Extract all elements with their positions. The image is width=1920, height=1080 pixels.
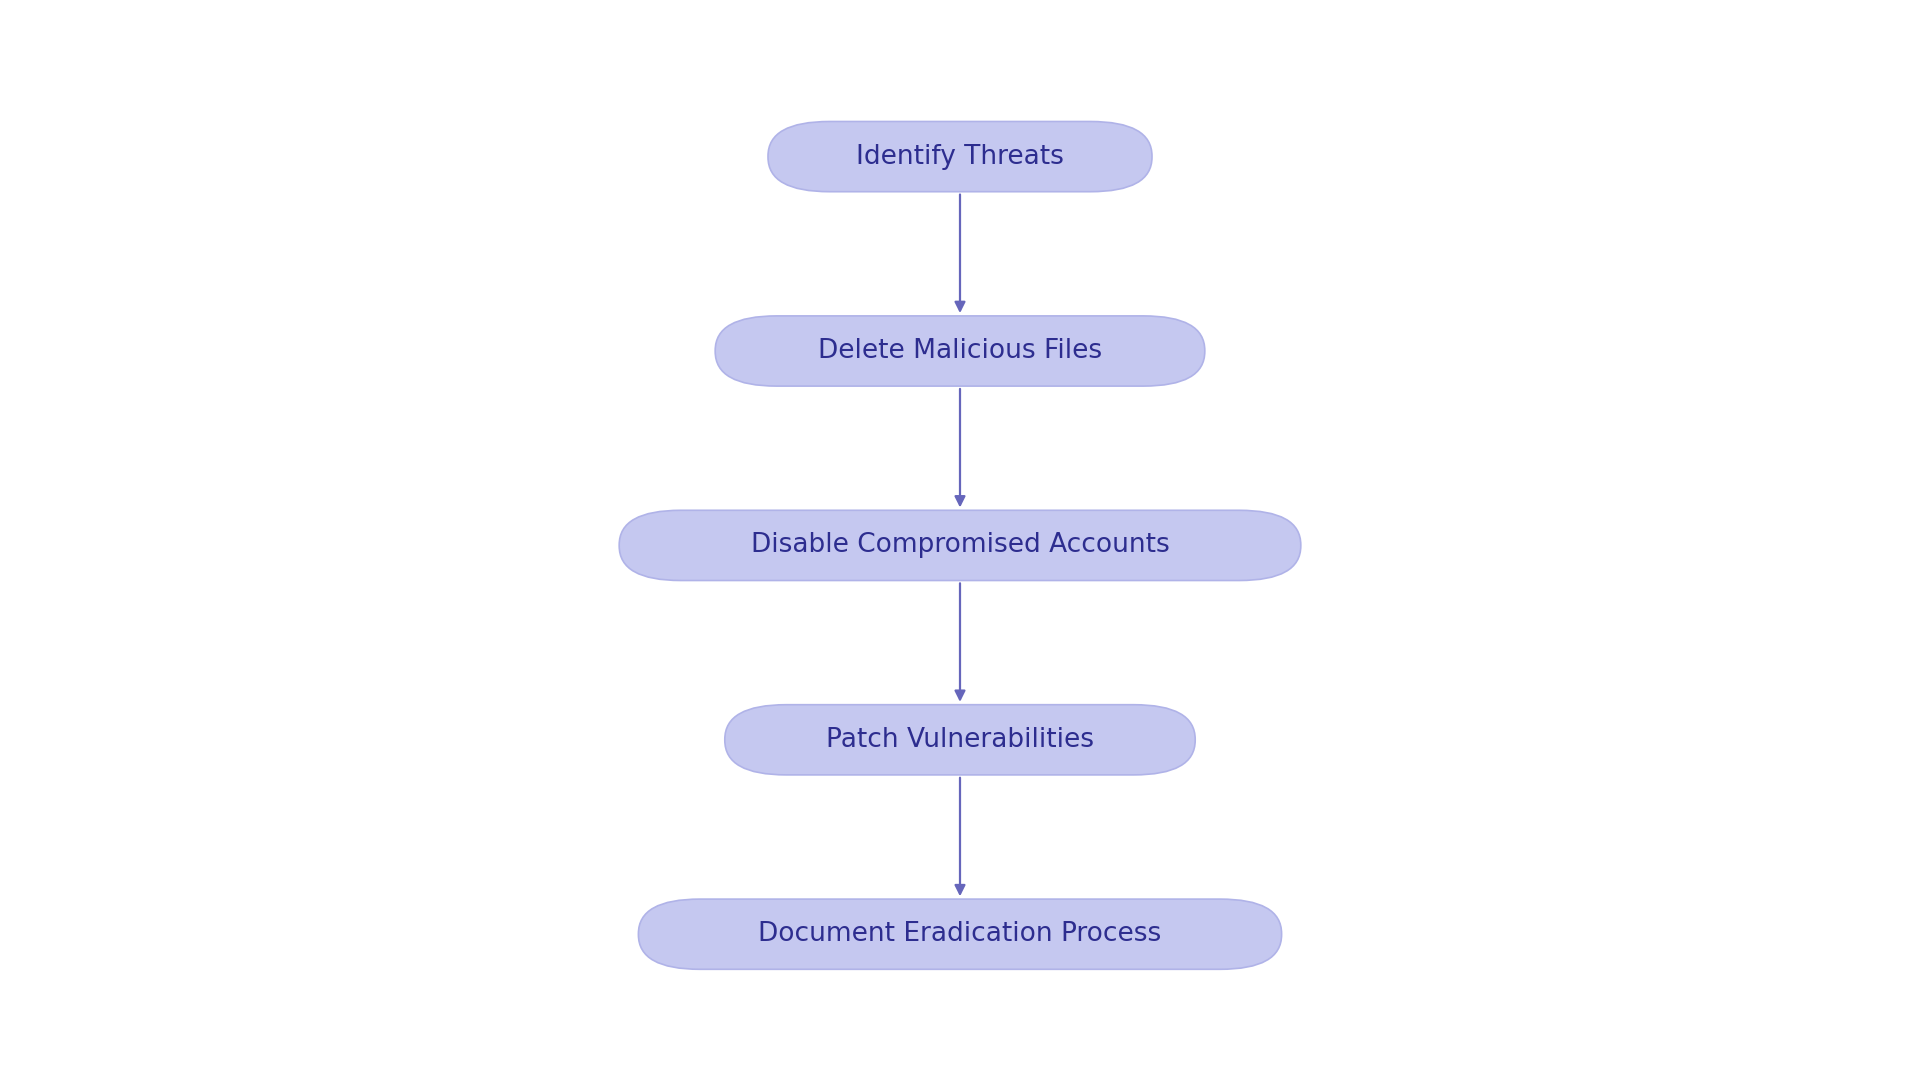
FancyBboxPatch shape bbox=[637, 899, 1283, 970]
FancyBboxPatch shape bbox=[714, 315, 1206, 386]
FancyBboxPatch shape bbox=[618, 510, 1302, 581]
Text: Patch Vulnerabilities: Patch Vulnerabilities bbox=[826, 727, 1094, 753]
Text: Disable Compromised Accounts: Disable Compromised Accounts bbox=[751, 532, 1169, 558]
Text: Delete Malicious Files: Delete Malicious Files bbox=[818, 338, 1102, 364]
FancyBboxPatch shape bbox=[724, 705, 1194, 775]
FancyBboxPatch shape bbox=[768, 121, 1152, 192]
Text: Document Eradication Process: Document Eradication Process bbox=[758, 921, 1162, 947]
Text: Identify Threats: Identify Threats bbox=[856, 144, 1064, 170]
